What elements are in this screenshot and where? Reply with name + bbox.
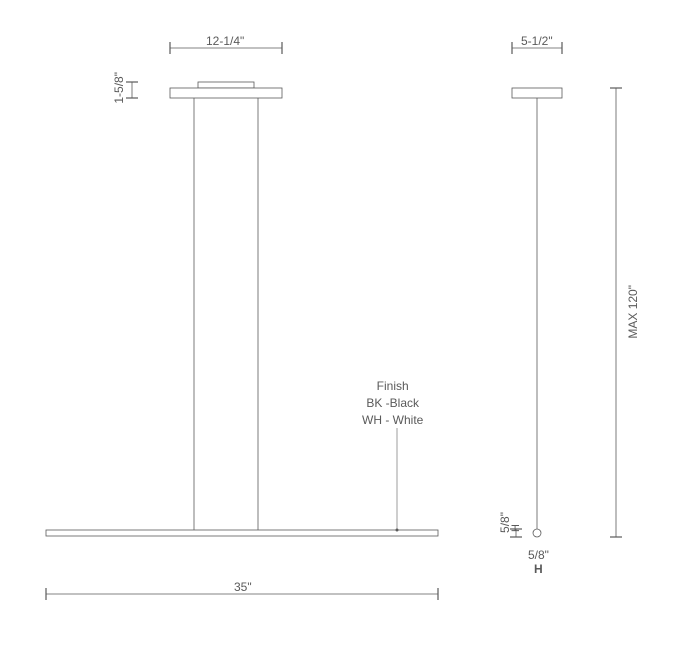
technical-drawing: 12-1/4" 5-1/2" 1-5/8" 35" 5/8" H 5/8" H … [0,0,679,640]
dim-label-top-front: 12-1/4" [206,34,244,48]
finish-line2: WH - White [362,412,423,429]
dim-label-side-below: 5/8" [528,548,549,562]
dim-label-max-height: MAX 120" [626,285,640,339]
finish-line1: BK -Black [362,395,423,412]
finish-title: Finish [362,378,423,395]
dim-label-bottom-width: 35" [234,580,252,594]
dim-label-canopy-height: 1-5/8" [112,72,126,104]
drawing-svg [0,0,679,640]
dim-label-top-side: 5-1/2" [521,34,553,48]
finish-callout: Finish BK -Black WH - White [362,378,423,428]
dim-label-side-h-v: H [510,524,522,532]
dim-label-side-h-below: H [534,562,543,576]
